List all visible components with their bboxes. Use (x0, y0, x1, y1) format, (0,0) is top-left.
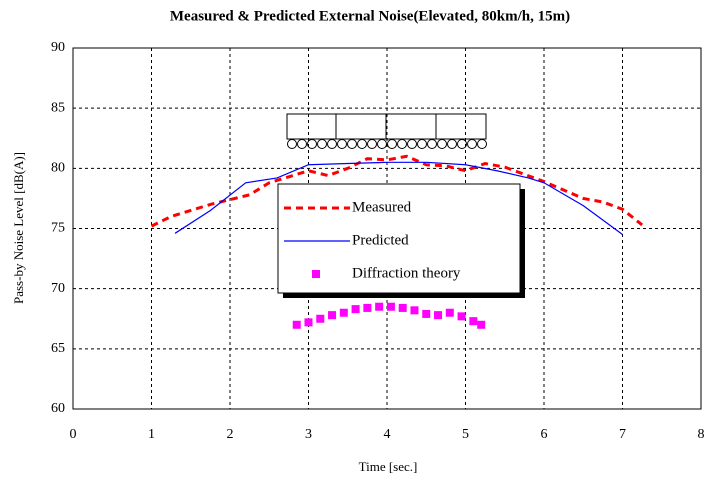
x-tick-label: 4 (384, 427, 391, 442)
x-tick-label: 0 (70, 427, 77, 442)
marker (469, 317, 478, 326)
chart-title: Measured & Predicted External Noise(Elev… (170, 8, 570, 24)
marker (328, 311, 337, 320)
x-tick-label: 3 (305, 427, 312, 442)
marker (363, 303, 372, 312)
train-icon (286, 113, 487, 149)
marker (457, 312, 466, 321)
marker (351, 305, 360, 314)
plot-frame (72, 47, 702, 410)
x-tick-label: 2 (227, 427, 234, 442)
legend-label: Measured (352, 199, 412, 215)
legend-label: Predicted (352, 232, 409, 248)
marker (410, 306, 419, 315)
x-axis-label: Time [sec.] (359, 459, 418, 474)
legend-label: Diffraction theory (352, 265, 461, 281)
y-tick-label: 60 (51, 401, 65, 416)
marker (339, 308, 348, 317)
series-line (150, 154, 644, 228)
y-tick-label: 75 (51, 221, 65, 236)
marker (422, 309, 431, 318)
x-tick-label: 7 (619, 427, 626, 442)
marker (398, 303, 407, 312)
x-tick-label: 1 (148, 427, 155, 442)
series-line (174, 161, 623, 236)
y-tick-label: 85 (51, 100, 65, 115)
y-tick-label: 80 (51, 161, 65, 176)
marker (386, 302, 395, 311)
marker (434, 311, 443, 320)
x-tick-label: 5 (462, 427, 469, 442)
marker (445, 308, 454, 317)
marker (316, 314, 325, 323)
legend-marker (312, 270, 320, 278)
y-axis-label: Pass-by Noise Level [dB(A)] (11, 152, 26, 304)
x-tick-label: 8 (698, 427, 705, 442)
marker (375, 302, 384, 311)
y-tick-label: 70 (51, 281, 65, 296)
y-tick-label: 65 (51, 341, 65, 356)
marker (477, 320, 486, 329)
x-tick-label: 6 (541, 427, 548, 442)
marker (304, 318, 313, 327)
marker (292, 320, 301, 329)
y-tick-label: 90 (51, 40, 65, 55)
